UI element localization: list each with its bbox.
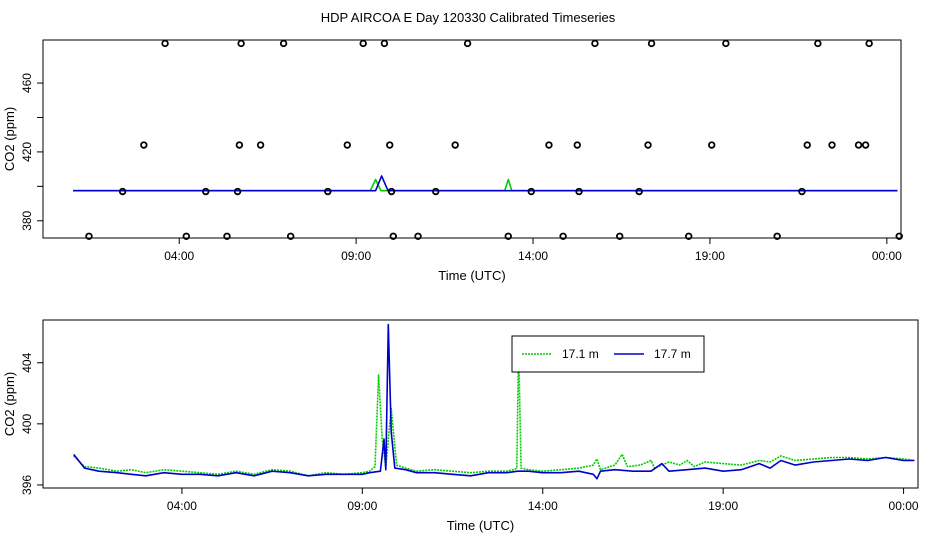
- y-tick-label: 460: [20, 73, 34, 93]
- series-line-2: [73, 175, 898, 192]
- legend-label: 17.1 m: [562, 347, 599, 361]
- scatter-point: [237, 39, 245, 48]
- y-tick-label: 380: [20, 210, 34, 230]
- series-line-2: [73, 323, 915, 480]
- x-tick-label: 09:00: [347, 499, 377, 513]
- scatter-point: [591, 39, 599, 48]
- scatter-point: [828, 141, 836, 149]
- x-axis-label: Time (UTC): [447, 518, 514, 533]
- scatter-point: [380, 39, 389, 48]
- scatter-point: [573, 141, 581, 149]
- y-axis-label: CO2 (ppm): [2, 372, 17, 436]
- scatter-point: [708, 141, 716, 149]
- y-tick-label: 420: [20, 142, 34, 162]
- scatter-point: [343, 141, 351, 149]
- plot-frame: [42, 39, 902, 239]
- scatter-point: [140, 141, 148, 149]
- scatter-point: [895, 232, 903, 240]
- x-tick-label: 14:00: [528, 499, 558, 513]
- plot-frame: [42, 319, 919, 489]
- x-axis-label: Time (UTC): [438, 268, 505, 283]
- scatter-point: [161, 39, 169, 48]
- scatter-point: [722, 39, 730, 48]
- scatter-point: [286, 232, 295, 240]
- scatter-point: [118, 187, 127, 196]
- x-tick-label: 04:00: [164, 249, 194, 263]
- scatter-point: [635, 187, 643, 196]
- x-tick-label: 14:00: [518, 249, 548, 263]
- scatter-point: [256, 141, 265, 149]
- scatter-point: [861, 141, 870, 149]
- scatter-point: [803, 141, 811, 149]
- scatter-point: [387, 187, 396, 196]
- scatter-point: [359, 39, 367, 48]
- x-tick-label: 04:00: [167, 499, 197, 513]
- scatter-point: [865, 39, 873, 48]
- scatter-point: [414, 232, 422, 240]
- y-tick-label: 396: [20, 475, 34, 495]
- scatter-point: [182, 232, 190, 240]
- y-tick-label: 400: [20, 414, 34, 434]
- x-tick-label: 19:00: [695, 249, 725, 263]
- x-tick-label: 00:00: [889, 499, 919, 513]
- scatter-point: [773, 232, 781, 240]
- scatter-point: [389, 232, 397, 240]
- scatter-point: [279, 39, 288, 48]
- scatter-point: [616, 232, 624, 240]
- y-axis-label: CO2 (ppm): [2, 107, 17, 171]
- scatter-point: [223, 232, 231, 240]
- legend: 17.1 m 17.7 m: [511, 335, 705, 373]
- x-tick-label: 09:00: [341, 249, 371, 263]
- scatter-point: [575, 187, 583, 196]
- scatter-point: [432, 187, 440, 196]
- x-tick-label: 00:00: [872, 249, 902, 263]
- scatter-point: [85, 232, 93, 240]
- scatter-point: [504, 232, 512, 240]
- series-line-1: [73, 346, 915, 477]
- scatter-point: [451, 141, 459, 149]
- scatter-point: [644, 141, 652, 149]
- scatter-point: [202, 187, 210, 196]
- scatter-point: [235, 141, 244, 149]
- legend-label: 17.7 m: [654, 347, 691, 361]
- x-tick-label: 19:00: [708, 499, 738, 513]
- scatter-point: [685, 232, 693, 240]
- scatter-point: [814, 39, 822, 48]
- scatter-point: [324, 187, 332, 196]
- scatter-point: [527, 187, 535, 196]
- scatter-point: [647, 39, 656, 48]
- scatter-point: [463, 39, 472, 48]
- scatter-point: [854, 141, 863, 149]
- scatter-point: [798, 187, 806, 196]
- y-tick-label: 404: [20, 352, 34, 372]
- scatter-point: [559, 232, 567, 240]
- scatter-point: [386, 141, 394, 149]
- series-line-1: [73, 178, 898, 192]
- scatter-point: [233, 187, 242, 196]
- scatter-point: [545, 141, 553, 149]
- figure-title: HDP AIRCOA E Day 120330 Calibrated Times…: [321, 10, 616, 25]
- top-panel-scatter: 04:00 09:00 14:00 19:00 00:00 380 420 460 Time (…: [2, 39, 903, 283]
- bottom-panel-line: 04:00 09:00 14:00 19:00 00:00 396 400 404 Time (…: [2, 319, 919, 533]
